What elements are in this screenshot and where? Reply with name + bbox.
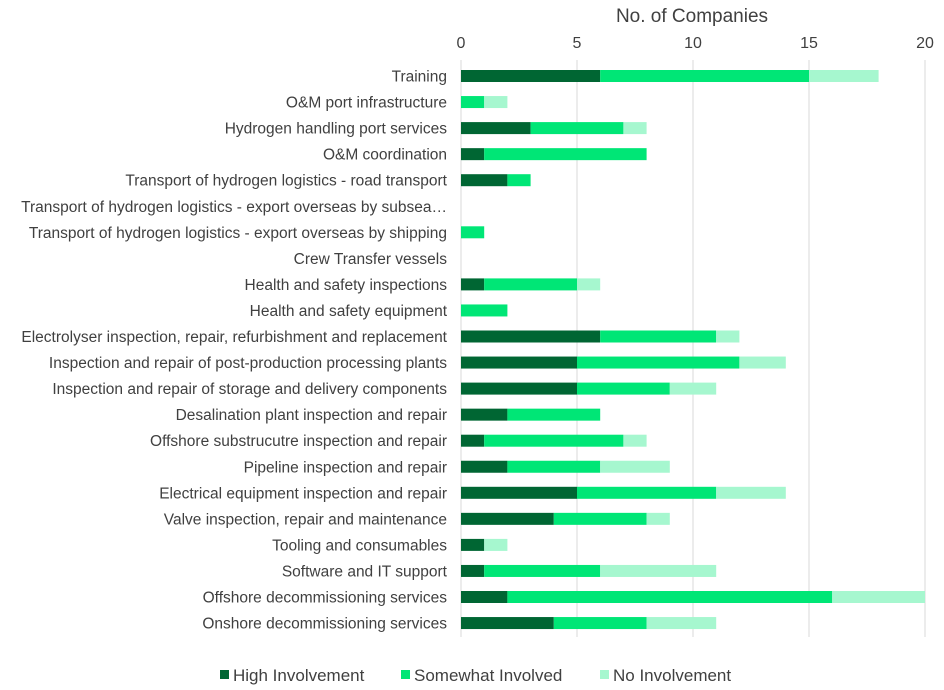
category-label: Electrolyser inspection, repair, refurbi… — [21, 329, 447, 346]
bar-segment — [600, 70, 809, 82]
bar-segment — [716, 330, 740, 343]
bar-segment — [507, 408, 601, 421]
bar-segment — [461, 148, 485, 161]
bar-segment — [716, 486, 786, 499]
bar-segment — [646, 617, 717, 630]
legend-label: High Involvement — [233, 666, 365, 685]
bar-segment — [507, 174, 531, 187]
category-label: Crew Transfer vessels — [294, 251, 448, 268]
category-label: Electrical equipment inspection and repa… — [159, 485, 447, 502]
bars — [461, 70, 925, 630]
bar-segment — [461, 564, 485, 577]
bar-segment — [484, 148, 647, 161]
bar-segment — [577, 356, 740, 369]
bar-segment — [461, 356, 577, 369]
bar-segment — [623, 122, 647, 135]
legend-swatch — [220, 670, 229, 679]
x-tick-label: 10 — [684, 35, 702, 52]
bar-segment — [461, 434, 485, 447]
bar-segment — [484, 278, 577, 291]
category-labels: Training O&M port infrastructure Hydrogen … — [21, 69, 448, 633]
bar-segment — [577, 278, 601, 291]
category-label: Hydrogen handling port services — [225, 121, 448, 138]
category-label: Valve inspection, repair and maintenance — [164, 511, 447, 528]
bar-segment — [553, 512, 647, 525]
bar-segment — [461, 382, 577, 395]
category-label: Health and safety inspections — [245, 277, 448, 294]
category-label: Health and safety equipment — [250, 303, 448, 320]
category-label: Transport of hydrogen logistics - export… — [29, 225, 447, 242]
legend-swatch — [600, 670, 609, 679]
category-label: Training — [392, 69, 447, 86]
x-axis-ticks: 0 5 10 15 20 — [457, 35, 934, 52]
category-label: Pipeline inspection and repair — [244, 459, 447, 476]
category-label: Desalination plant inspection and repair — [176, 407, 447, 424]
bar-segment — [553, 617, 647, 630]
category-label: Transport of hydrogen logistics - export… — [21, 199, 447, 216]
bar-segment — [461, 591, 508, 603]
bar-segment — [577, 486, 717, 499]
x-tick-label: 15 — [800, 35, 818, 52]
bar-segment — [461, 408, 508, 421]
x-tick-label: 20 — [916, 35, 934, 52]
bar-segment — [484, 434, 624, 447]
bar-segment — [484, 564, 601, 577]
legend-swatch — [401, 670, 410, 679]
bar-segment — [461, 486, 577, 499]
category-label: Offshore decommissioning services — [203, 590, 448, 607]
category-label: Transport of hydrogen logistics - road t… — [125, 173, 447, 190]
bar-segment — [600, 330, 717, 343]
bar-segment — [461, 617, 554, 630]
bar-segment — [461, 278, 485, 291]
category-label: Inspection and repair of post-production… — [49, 355, 447, 372]
bar-segment — [646, 512, 670, 525]
category-label: O&M coordination — [323, 147, 447, 164]
x-tick-label: 5 — [573, 35, 582, 52]
bar-segment — [600, 460, 670, 473]
x-axis-title: No. of Companies — [616, 6, 768, 27]
bar-segment — [530, 122, 624, 135]
bar-segment — [461, 96, 485, 109]
category-label: Onshore decommissioning services — [202, 616, 447, 633]
x-tick-label: 0 — [457, 35, 466, 52]
bar-segment — [623, 434, 647, 447]
bar-segment — [832, 591, 925, 603]
category-label: O&M port infrastructure — [286, 95, 447, 112]
legend: High Involvement Somewhat Involved No Invo… — [220, 666, 731, 685]
gridlines — [460, 60, 926, 637]
bar-segment — [484, 96, 508, 109]
bar-segment — [669, 382, 717, 395]
category-label: Inspection and repair of storage and del… — [52, 381, 447, 398]
bar-segment — [739, 356, 786, 369]
bar-segment — [461, 330, 601, 343]
bar-segment — [461, 460, 508, 473]
bar-segment — [809, 70, 879, 82]
legend-label: Somewhat Involved — [414, 666, 562, 685]
bar-segment — [461, 174, 508, 187]
bar-segment — [577, 382, 670, 395]
bar-segment — [507, 460, 601, 473]
bar-segment — [461, 538, 485, 551]
bar-segment — [461, 70, 601, 82]
category-label: Tooling and consumables — [272, 537, 447, 554]
bar-segment — [461, 304, 508, 317]
bar-segment — [461, 512, 554, 525]
bar-segment — [507, 591, 833, 603]
bar-segment — [484, 538, 508, 551]
bar-segment — [600, 564, 717, 577]
category-label: Software and IT support — [282, 563, 448, 580]
legend-label: No Involvement — [613, 666, 731, 685]
category-label: Offshore substrucutre inspection and rep… — [150, 433, 447, 450]
bar-segment — [461, 122, 531, 135]
bar-segment — [461, 226, 485, 239]
